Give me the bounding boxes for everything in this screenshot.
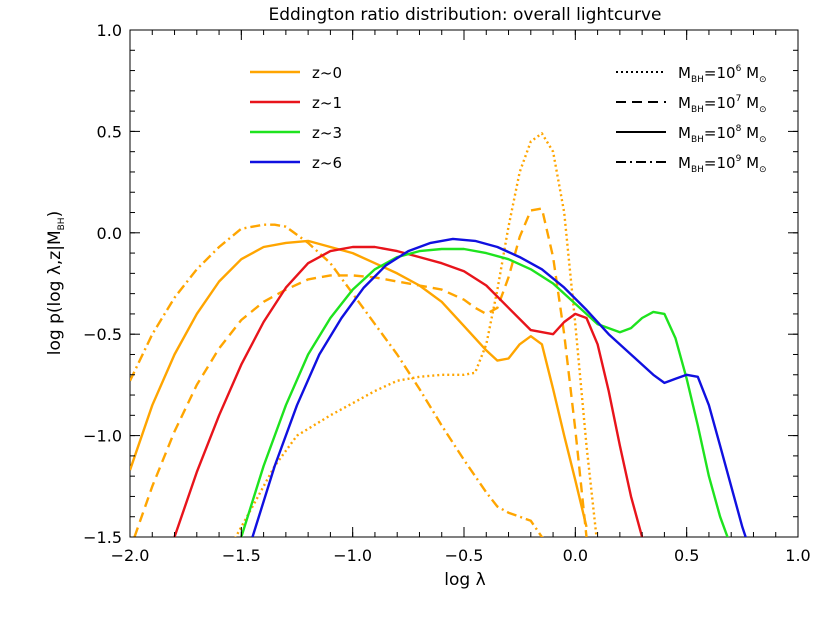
y-axis-label-sub: BH: [57, 217, 67, 230]
ticks-layer: −2.0 −1.5 −1.0 −0.5 0.0 0.5 1.0−1.5−1.0−0.50.0…: [83, 21, 811, 565]
legend-label: z~0: [312, 64, 342, 82]
series-layer: [130, 132, 747, 537]
y-axis-label-main: log p(log λ,z|M: [45, 230, 65, 355]
legend-label: z~3: [312, 124, 342, 142]
x-tick-label: −1.0: [333, 546, 372, 565]
x-tick-label: 0.5: [674, 546, 699, 565]
series-line-z6-solid: [251, 237, 747, 537]
y-axis-label-close: ): [45, 211, 65, 218]
y-axis-label: log p(log λ,z|MBH): [45, 211, 67, 355]
legend-label: z~1: [312, 94, 342, 112]
legend-label: z~6: [312, 154, 342, 172]
x-tick-label: −2.0: [111, 546, 150, 565]
x-axis-label: log λ: [444, 570, 485, 590]
series-line-z0-solid: [130, 239, 588, 528]
x-tick-label: 1.0: [785, 546, 810, 565]
chart-title: Eddington ratio distribution: overall li…: [269, 5, 662, 25]
x-tick-label: −1.5: [222, 546, 261, 565]
y-tick-label: 1.0: [97, 21, 122, 40]
legend-label: MBH=107 M⊙: [678, 94, 767, 115]
legend-mass: MBH=106 M⊙ MBH=107 M⊙ MBH=108 M⊙ MBH=109 M⊙: [616, 64, 767, 175]
legend-label: MBH=106 M⊙: [678, 64, 767, 85]
series-line-z3-solid: [240, 247, 729, 537]
y-tick-label: −0.5: [83, 325, 122, 344]
series-line-z1-solid: [173, 245, 644, 537]
series-line-z0-dashdot: [130, 223, 544, 537]
legend-label: MBH=108 M⊙: [678, 124, 767, 145]
series-line-z0-dashed: [133, 207, 588, 537]
y-tick-label: −1.0: [83, 427, 122, 446]
series-line-z0-dotted: [234, 132, 598, 537]
x-tick-label: 0.0: [563, 546, 588, 565]
y-tick-label: −1.5: [83, 528, 122, 547]
y-tick-label: 0.5: [97, 122, 122, 141]
svg-text:log p(log λ,z|MBH): log p(log λ,z|MBH): [45, 211, 67, 355]
y-tick-label: 0.0: [97, 224, 122, 243]
x-tick-label: −0.5: [445, 546, 484, 565]
legend-label: MBH=109 M⊙: [678, 154, 767, 175]
legend-redshift: z~0 z~1 z~3 z~6: [250, 64, 342, 172]
